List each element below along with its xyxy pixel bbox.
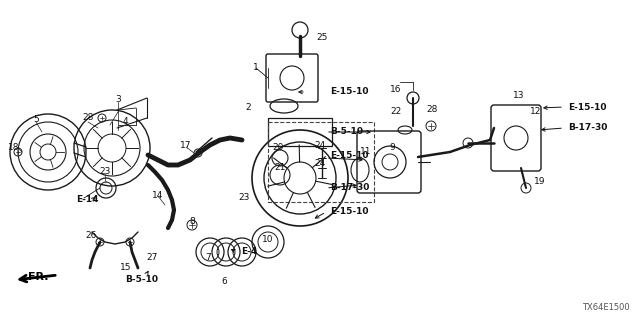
Text: 17: 17 bbox=[180, 140, 192, 149]
Text: 13: 13 bbox=[513, 91, 525, 100]
Text: 28: 28 bbox=[83, 114, 93, 123]
Text: 22: 22 bbox=[390, 108, 402, 116]
Text: 11: 11 bbox=[360, 148, 372, 156]
Text: 27: 27 bbox=[147, 253, 157, 262]
Text: 18: 18 bbox=[8, 143, 20, 153]
Text: 10: 10 bbox=[262, 236, 274, 244]
Text: 3: 3 bbox=[115, 95, 121, 105]
Text: 4: 4 bbox=[122, 117, 128, 126]
Text: E-15-10: E-15-10 bbox=[568, 102, 607, 111]
Text: TX64E1500: TX64E1500 bbox=[582, 303, 630, 312]
Text: 24: 24 bbox=[314, 140, 326, 149]
Text: 26: 26 bbox=[85, 230, 97, 239]
Text: 2: 2 bbox=[245, 103, 251, 113]
Text: 25: 25 bbox=[316, 34, 328, 43]
Text: 5: 5 bbox=[33, 116, 39, 124]
Text: FR.: FR. bbox=[28, 272, 48, 282]
Text: 19: 19 bbox=[534, 178, 546, 187]
Text: 24: 24 bbox=[314, 158, 326, 167]
Text: 23: 23 bbox=[99, 167, 111, 177]
Bar bbox=[268, 118, 332, 146]
Text: B-5-10: B-5-10 bbox=[125, 276, 159, 284]
Text: 8: 8 bbox=[189, 218, 195, 227]
Text: 1: 1 bbox=[253, 63, 259, 73]
Text: 23: 23 bbox=[238, 194, 250, 203]
Text: E-15-10: E-15-10 bbox=[330, 207, 369, 217]
Text: E-15-10: E-15-10 bbox=[330, 151, 369, 161]
Text: 28: 28 bbox=[426, 106, 438, 115]
Text: 21: 21 bbox=[275, 164, 285, 172]
Text: E-15-10: E-15-10 bbox=[330, 87, 369, 97]
Text: E-4: E-4 bbox=[241, 247, 257, 257]
Text: 16: 16 bbox=[390, 85, 402, 94]
Bar bbox=[268, 122, 374, 202]
Text: 15: 15 bbox=[120, 263, 132, 273]
Text: 6: 6 bbox=[221, 277, 227, 286]
Text: E-14: E-14 bbox=[76, 196, 99, 204]
Text: B-17-30: B-17-30 bbox=[568, 124, 607, 132]
Text: 9: 9 bbox=[389, 143, 395, 153]
Text: 14: 14 bbox=[152, 190, 164, 199]
Text: 7: 7 bbox=[205, 253, 211, 262]
Text: 20: 20 bbox=[272, 143, 284, 153]
Text: B-17-30: B-17-30 bbox=[330, 183, 369, 193]
Text: B-5-10: B-5-10 bbox=[330, 127, 363, 137]
Text: 12: 12 bbox=[531, 108, 541, 116]
